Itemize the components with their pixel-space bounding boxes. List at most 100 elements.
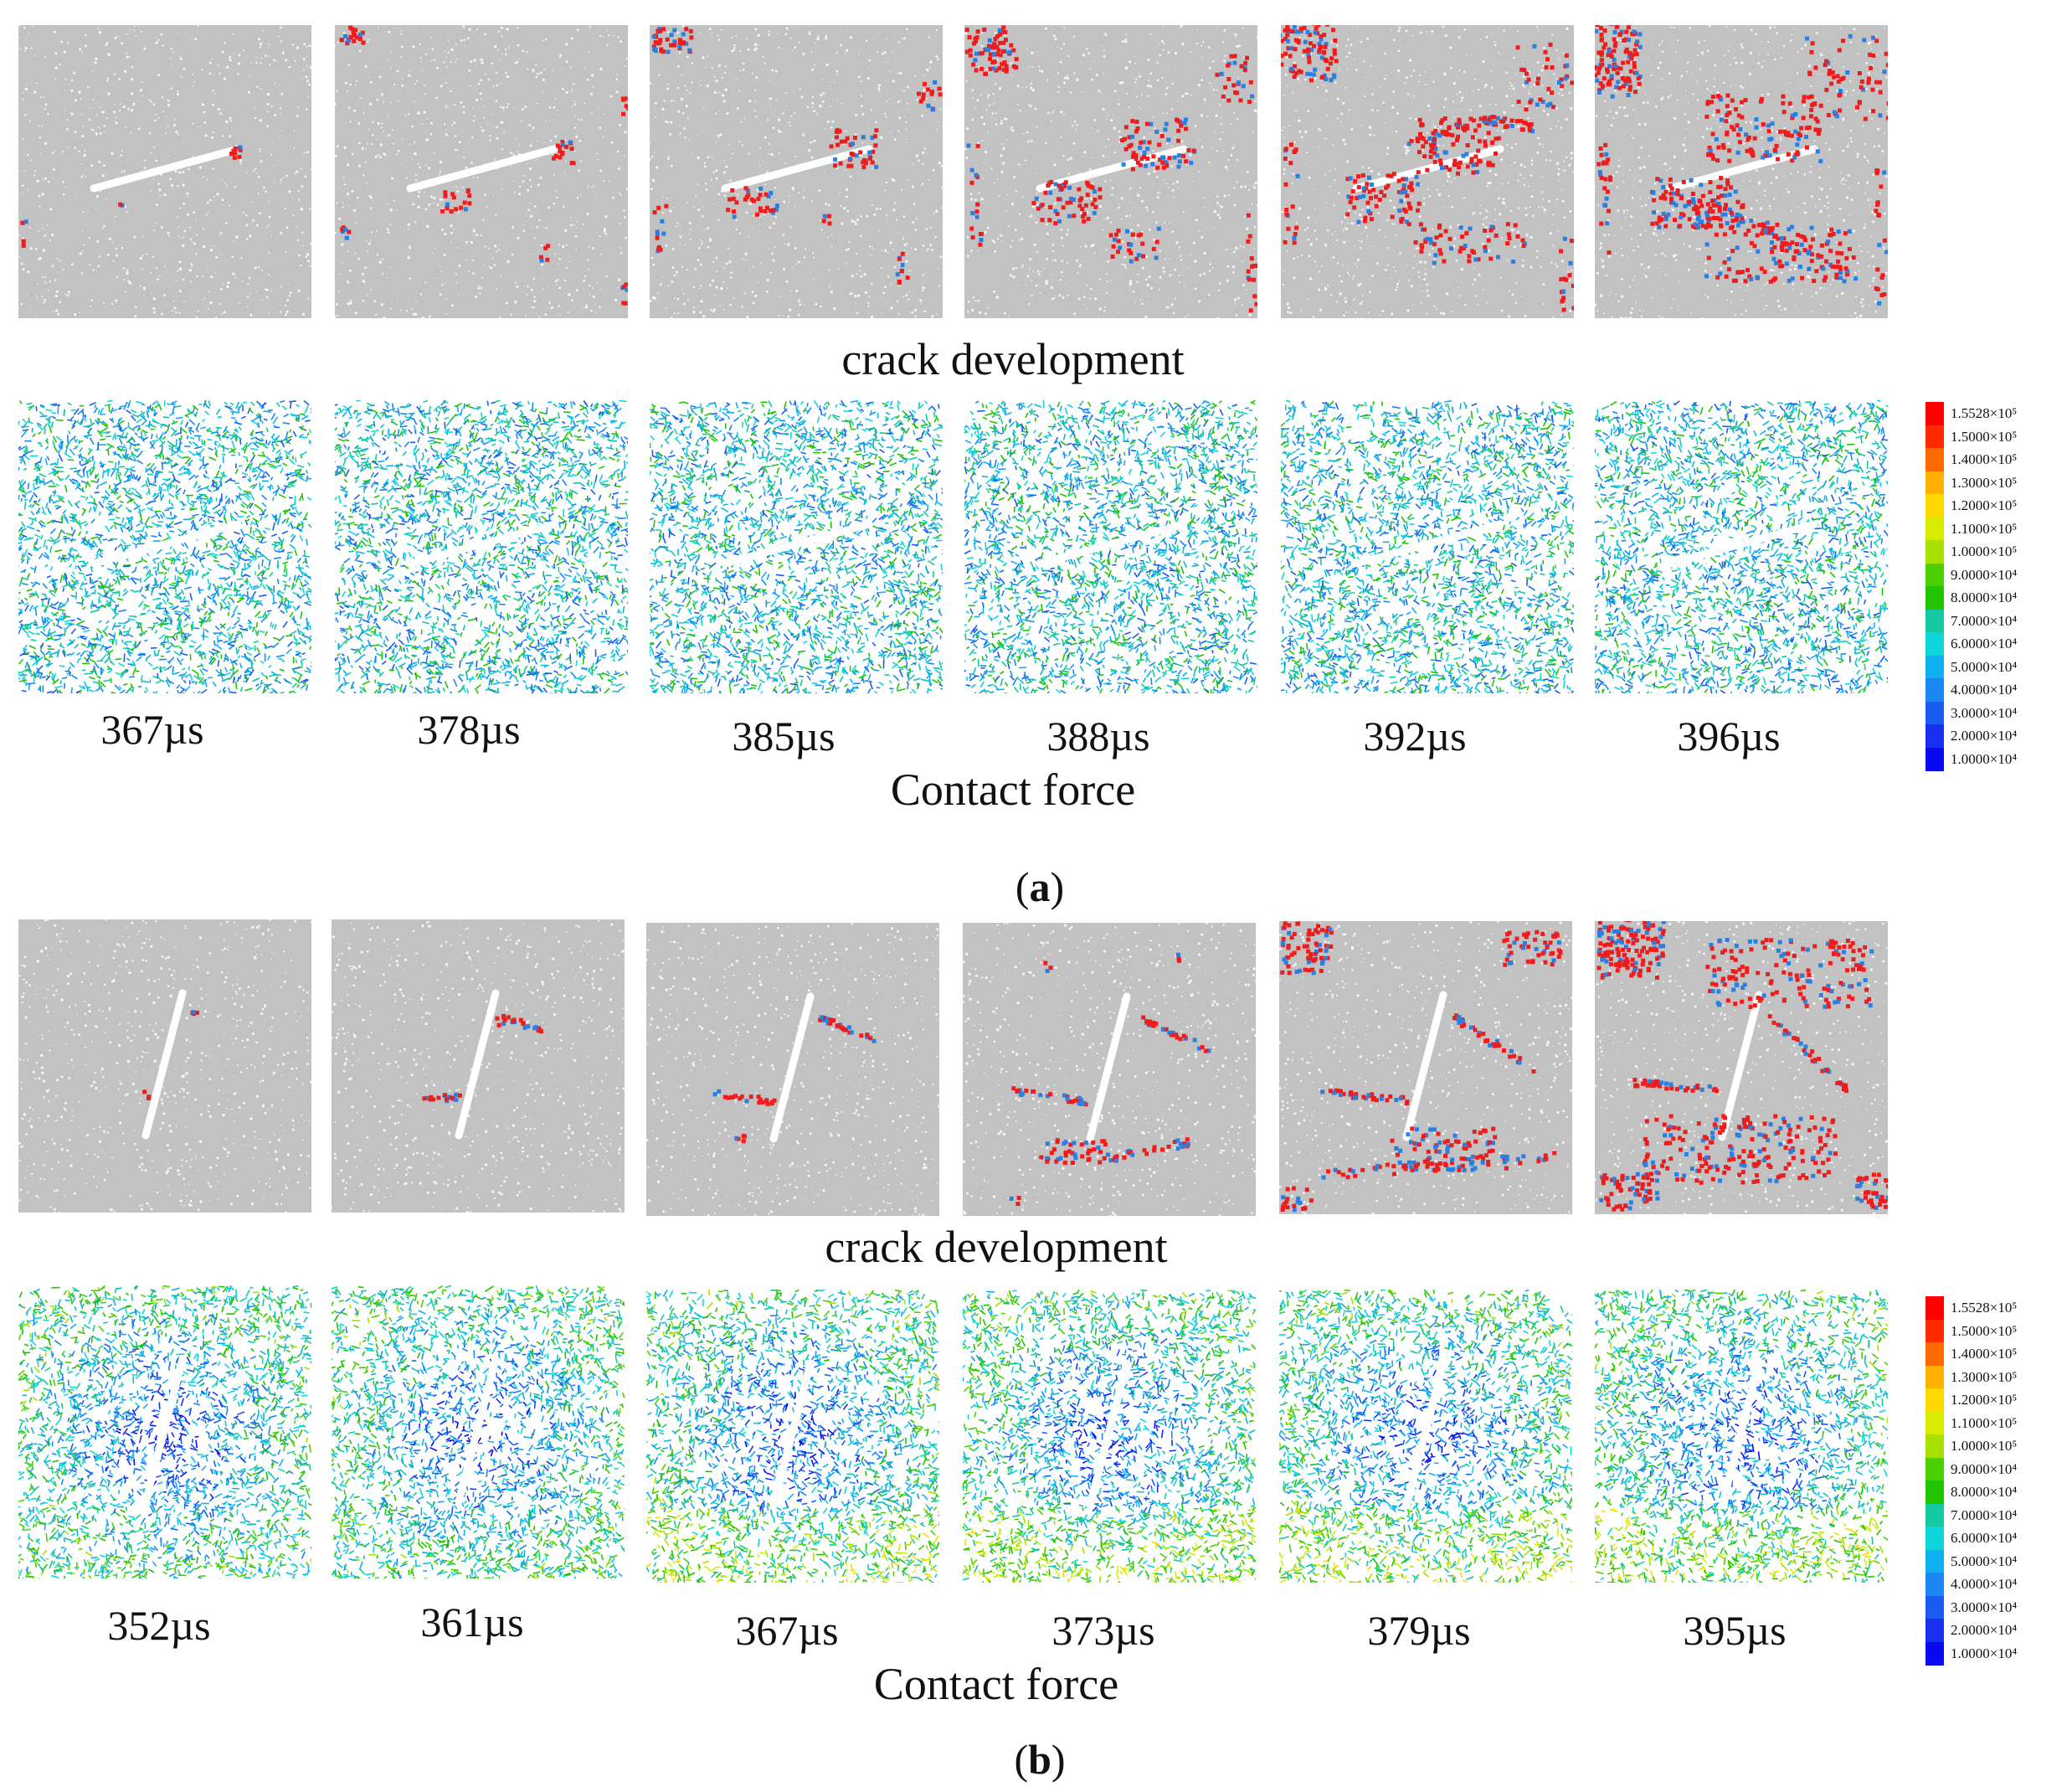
colorbar-swatch <box>1925 517 1944 541</box>
crack-image-a-5 <box>1281 25 1574 318</box>
force-image-a-2 <box>335 400 628 693</box>
time-label-b-6: 395µs <box>1609 1606 1860 1655</box>
crack-image-b-3 <box>646 923 939 1216</box>
force-panel-b-4 <box>963 1290 1256 1583</box>
force-flaw-a-2 <box>406 520 558 568</box>
force-image-b-2 <box>332 1285 625 1578</box>
crack-panel-b-6 <box>1595 921 1888 1214</box>
colorbar-swatch <box>1925 678 1944 703</box>
crack-panel-b-2 <box>332 919 625 1213</box>
crack-panel-b-4 <box>963 923 1256 1216</box>
subfigure-letter-b: b <box>1028 1736 1051 1783</box>
crack-image-b-2 <box>332 919 625 1213</box>
flaw-b-5 <box>1402 991 1447 1141</box>
flaw-a-2 <box>406 145 558 193</box>
crack-panel-b-1 <box>18 919 311 1213</box>
time-label-b-1: 352µs <box>33 1601 285 1650</box>
colorbar-swatch <box>1925 540 1944 564</box>
crack-development-caption-b: crack development <box>670 1221 1323 1273</box>
force-flaw-a-3 <box>721 520 873 568</box>
force-panel-a-3 <box>650 400 943 693</box>
crack-panel-a-3 <box>650 25 943 318</box>
colorbar-label: 1.1000×10⁵ <box>1951 1415 2017 1432</box>
crack-panel-b-3 <box>646 923 939 1216</box>
force-image-b-3 <box>646 1290 939 1583</box>
colorbar-swatch <box>1925 1434 1944 1459</box>
crack-panel-a-2 <box>335 25 628 318</box>
crack-panel-a-4 <box>964 25 1257 318</box>
crack-development-caption-a: crack development <box>686 333 1339 385</box>
colorbar-swatch <box>1925 1457 1944 1481</box>
crack-panel-a-5 <box>1281 25 1574 318</box>
flaw-b-6 <box>1718 991 1763 1141</box>
time-label-a-3: 385µs <box>658 712 909 760</box>
force-flaw-a-4 <box>1036 520 1188 568</box>
force-flaw-b-4 <box>1086 1359 1131 1510</box>
colorbar-label: 3.0000×10⁴ <box>1951 1599 2017 1616</box>
crack-panel-b-5 <box>1279 921 1572 1214</box>
colorbar-swatch <box>1925 471 1944 495</box>
colorbar-label: 1.0000×10⁵ <box>1951 543 2017 560</box>
colorbar-swatch <box>1925 632 1944 657</box>
force-panel-b-2 <box>332 1285 625 1578</box>
colorbar-swatch <box>1925 701 1944 725</box>
colorbar-swatch <box>1925 1319 1944 1343</box>
crack-image-a-6 <box>1595 25 1888 318</box>
colorbar-swatch <box>1925 1411 1944 1435</box>
colorbar-swatch <box>1925 1619 1944 1643</box>
colorbar-label: 7.0000×10⁴ <box>1951 613 2017 630</box>
colorbar-label: 8.0000×10⁴ <box>1951 1484 2017 1501</box>
crack-image-b-4 <box>963 923 1256 1216</box>
crack-image-b-6 <box>1595 921 1888 1214</box>
contact-force-caption-a: Contact force <box>686 764 1339 816</box>
colorbar-label: 1.5000×10⁵ <box>1951 1323 2017 1340</box>
colorbar-label: 1.1000×10⁵ <box>1951 521 2017 538</box>
force-image-a-1 <box>18 400 311 693</box>
colorbar-swatch <box>1925 1573 1944 1597</box>
time-label-a-2: 378µs <box>343 705 594 754</box>
flaw-a-1 <box>90 145 242 193</box>
colorbar-swatch <box>1925 724 1944 749</box>
colorbar-label: 1.0000×10⁴ <box>1951 1645 2017 1662</box>
force-panel-a-5 <box>1281 400 1574 693</box>
colorbar-label: 1.0000×10⁴ <box>1951 751 2017 768</box>
time-label-b-3: 367µs <box>661 1606 913 1655</box>
colorbar-label: 1.5528×10⁵ <box>1951 1300 2017 1316</box>
colorbar-label: 3.0000×10⁴ <box>1951 705 2017 722</box>
force-image-b-5 <box>1279 1290 1572 1583</box>
colorbar-label: 1.4000×10⁵ <box>1951 451 2017 468</box>
subfigure-label-b: (b) <box>956 1735 1123 1784</box>
crack-image-a-3 <box>650 25 943 318</box>
force-image-b-1 <box>18 1285 311 1578</box>
colorbar-swatch <box>1925 655 1944 679</box>
force-flaw-b-3 <box>769 1359 815 1510</box>
colorbar-label: 9.0000×10⁴ <box>1951 1461 2017 1478</box>
force-flaw-b-2 <box>455 1355 500 1506</box>
colorbar-label: 1.2000×10⁵ <box>1951 1392 2017 1408</box>
colorbar-swatch <box>1925 609 1944 633</box>
contact-force-caption-b: Contact force <box>670 1658 1323 1710</box>
force-panel-b-1 <box>18 1285 311 1578</box>
flaw-b-1 <box>141 989 187 1140</box>
colorbar-label: 9.0000×10⁴ <box>1951 567 2017 584</box>
crack-image-a-4 <box>964 25 1257 318</box>
colorbar-swatch <box>1925 1595 1944 1619</box>
crack-image-b-1 <box>18 919 311 1213</box>
force-flaw-b-1 <box>141 1355 187 1506</box>
colorbar-swatch <box>1925 1365 1944 1389</box>
time-label-a-6: 396µs <box>1603 712 1854 760</box>
force-image-a-3 <box>650 400 943 693</box>
crack-image-a-2 <box>335 25 628 318</box>
colorbar-label: 2.0000×10⁴ <box>1951 1622 2017 1639</box>
colorbar-label: 1.4000×10⁵ <box>1951 1346 2017 1362</box>
force-flaw-a-1 <box>90 520 242 568</box>
colorbar-swatch <box>1925 402 1944 426</box>
colorbar-label: 5.0000×10⁴ <box>1951 659 2017 676</box>
force-panel-b-5 <box>1279 1290 1572 1583</box>
colorbar-label: 6.0000×10⁴ <box>1951 636 2017 652</box>
force-panel-b-3 <box>646 1290 939 1583</box>
flaw-b-2 <box>455 989 500 1140</box>
colorbar-label: 7.0000×10⁴ <box>1951 1507 2017 1524</box>
force-image-b-4 <box>963 1290 1256 1583</box>
colorbar-swatch <box>1925 1641 1944 1666</box>
